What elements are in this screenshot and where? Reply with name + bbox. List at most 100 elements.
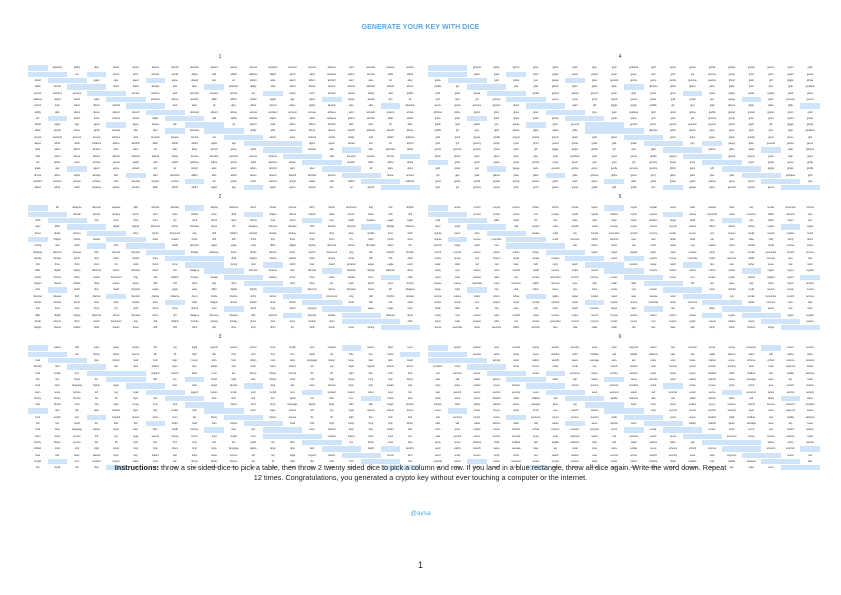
word-cell: receive [610, 225, 618, 229]
word-cell: abstract [366, 129, 376, 133]
blocked-cell [67, 84, 87, 90]
word-cell: lesson [171, 371, 179, 375]
word-cell: rare [709, 263, 715, 267]
word-cell: dolphin [171, 319, 179, 323]
word-cell: afford [407, 116, 414, 120]
word-cell: rack [651, 237, 656, 241]
word-cell: replace [610, 212, 619, 216]
word-cell: divert [407, 269, 413, 273]
word-cell: raccoon [531, 326, 541, 330]
table-row: aisle alarm album alcohol alert alien all alley… [20, 147, 420, 153]
word-cell: little [329, 396, 334, 400]
word-cell: law [55, 453, 60, 457]
word-cell: service [551, 459, 560, 463]
blocked-cell [741, 306, 762, 312]
word-cell: dynamic [190, 244, 199, 248]
word-cell: disease [53, 294, 62, 298]
word-cell: raise [748, 237, 754, 241]
word-cell: address [33, 97, 43, 101]
table-row: loud lamp language laptop large later latin lau… [20, 383, 420, 389]
word-cell: rack [807, 256, 813, 260]
word-cell: add [329, 179, 334, 183]
word-cell: already [112, 129, 121, 133]
word-cell: goddess [629, 66, 639, 70]
word-cell: rare [709, 219, 715, 223]
word-cell: again [211, 186, 218, 190]
table-row: rescue resemble resist resource rabbit raccoo… [420, 325, 820, 331]
word-cell: satisfy [689, 377, 696, 381]
word-cell: duck [133, 307, 139, 311]
word-cell: length [269, 390, 277, 394]
word-cell: remain [590, 231, 599, 235]
word-cell: age [74, 123, 79, 127]
word-cell: actual [171, 72, 179, 76]
word-cell: guard [767, 160, 774, 164]
word-cell: adjust [34, 142, 41, 146]
word-cell: dolphin [386, 294, 395, 298]
word-cell: glory [709, 85, 715, 89]
word-cell: regret [611, 250, 618, 254]
word-cell: advance [327, 116, 337, 120]
word-cell: good [670, 110, 676, 114]
word-cell: scheme [668, 447, 678, 451]
word-cell: good [454, 135, 461, 139]
word-cell: renew [689, 231, 696, 235]
word-cell: disorder [346, 269, 356, 273]
word-cell: glimpse [433, 110, 442, 114]
word-cell: remind [806, 206, 814, 210]
word-cell: logic [329, 377, 335, 381]
word-cell: guard [787, 72, 794, 76]
word-cell: script [552, 365, 559, 369]
word-cell: limit [407, 371, 413, 375]
word-cell: access [190, 154, 199, 158]
word-cell: learn [191, 453, 198, 457]
word-cell: load [172, 466, 178, 470]
table-row: grace grain grant grape grass gravity great gre… [420, 71, 820, 78]
word-cell: donkey [53, 300, 62, 304]
table-row: dragon drama drastic draw dream dress drift dri… [20, 236, 420, 243]
word-cell: lonely [132, 403, 139, 407]
table-row: lobster local lock logic lonely long loop lotte… [20, 446, 420, 452]
word-cell: dizzy [74, 275, 80, 279]
word-cell: region [591, 250, 598, 254]
word-cell: reform [512, 250, 520, 254]
table-row: globe gloom glory glove glow glue goat goddess g… [420, 153, 820, 159]
word-cell: glimpse [805, 148, 815, 152]
table-row: loud lamp language laptop large later latin lau… [20, 427, 420, 433]
word-cell: remind [630, 231, 638, 235]
word-cell: disorder [346, 225, 356, 229]
word-cell: donor [132, 212, 139, 216]
word-cell: release [708, 206, 717, 210]
word-cell: aisle [270, 79, 276, 83]
word-cell: dynamic [346, 263, 356, 267]
word-cell: abandon [52, 66, 63, 70]
table-row: domain donate donkey donor door dose double dov… [20, 211, 420, 218]
blocked-cell [623, 128, 644, 134]
word-cell: seek [709, 453, 715, 457]
word-cell: afford [230, 97, 237, 101]
word-cell: radio [631, 282, 637, 286]
word-cell: genuine [453, 148, 462, 152]
word-cell: abuse [230, 66, 237, 70]
word-cell: liar [408, 434, 412, 438]
word-cell: gravity [708, 179, 716, 183]
word-cell: shaft [729, 415, 735, 419]
word-cell: agree [289, 186, 296, 190]
blocked-cell [125, 243, 146, 249]
blocked-cell [106, 90, 126, 97]
blocked-cell [623, 134, 644, 141]
word-cell: dust [55, 244, 60, 248]
word-cell: act [212, 179, 216, 183]
word-cell: abandon [405, 104, 415, 108]
blocked-cell [682, 262, 703, 268]
word-cell: reflect [493, 250, 500, 254]
word-cell: scatter [708, 359, 716, 363]
word-cell: grit [475, 97, 479, 101]
word-cell: report [806, 231, 814, 235]
word-cell: raise [670, 326, 676, 330]
word-cell: gift [534, 148, 538, 152]
word-cell: above [93, 110, 100, 114]
blocked-cell [428, 65, 448, 71]
word-cell: require [649, 256, 658, 260]
word-cell: rally [592, 219, 597, 223]
